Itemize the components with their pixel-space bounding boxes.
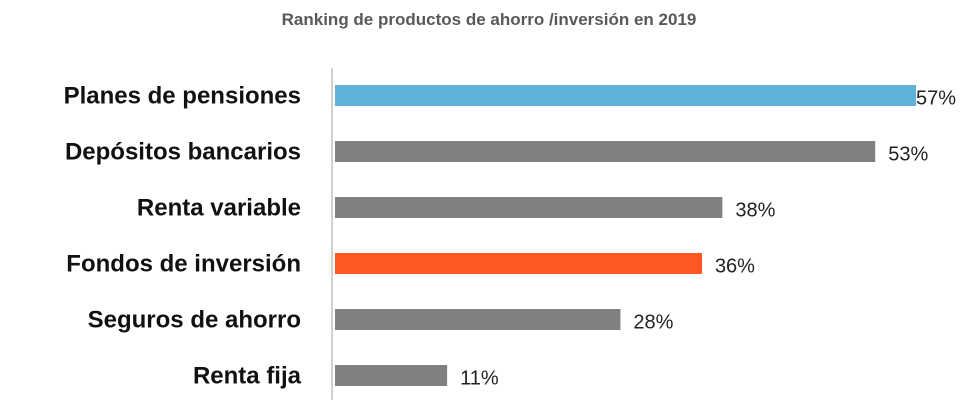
value-label: 53% — [888, 144, 928, 166]
category-label: Fondos de inversión — [66, 251, 301, 278]
value-label: 11% — [460, 368, 499, 390]
bar — [335, 85, 916, 106]
value-label: 57% — [916, 88, 956, 110]
value-label: 38% — [735, 200, 775, 222]
bar — [335, 253, 702, 274]
bar — [335, 141, 876, 162]
bar — [335, 197, 723, 218]
bar — [335, 309, 621, 330]
value-label: 28% — [633, 312, 673, 334]
category-label: Depósitos bancarios — [65, 139, 301, 166]
category-label: Renta fija — [193, 363, 302, 390]
category-label: Seguros de ahorro — [88, 307, 301, 334]
chart-title: Ranking de productos de ahorro /inversió… — [281, 10, 697, 29]
category-label: Planes de pensiones — [64, 83, 301, 110]
category-label: Renta variable — [137, 195, 301, 222]
bar — [335, 365, 448, 386]
value-label: 36% — [715, 256, 755, 278]
